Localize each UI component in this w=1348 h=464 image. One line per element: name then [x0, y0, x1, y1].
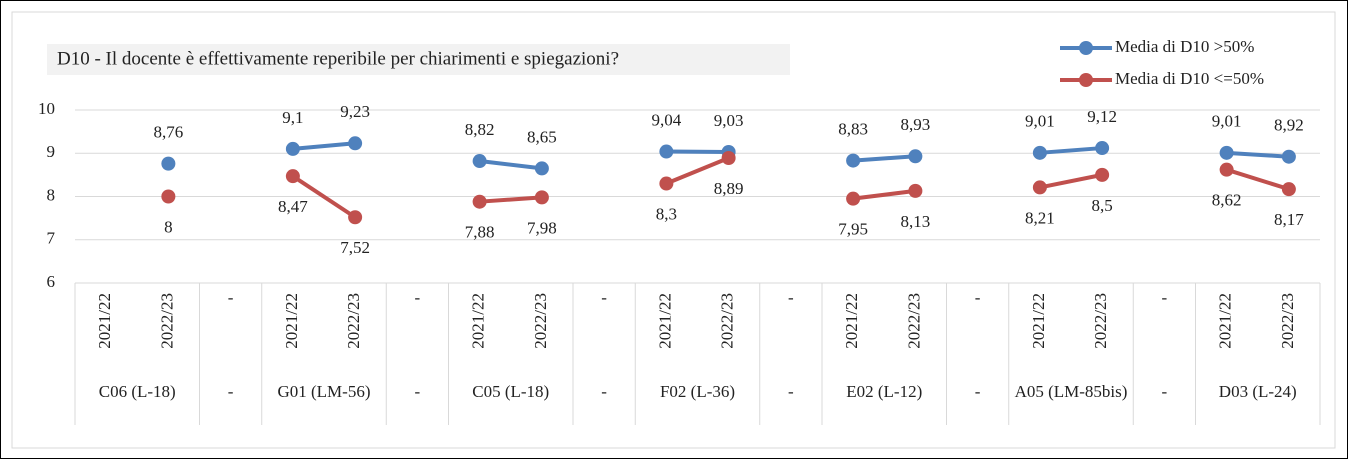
point	[161, 157, 175, 171]
data-label: 8,82	[465, 120, 495, 139]
group-label: C05 (L-18)	[472, 382, 549, 401]
group-label: D03 (L-24)	[1219, 382, 1297, 401]
x-tick-label: -	[1162, 288, 1168, 307]
point	[286, 169, 300, 183]
data-label: 9,12	[1087, 107, 1117, 126]
point	[473, 195, 487, 209]
data-label: 8,47	[278, 197, 308, 216]
data-label: 9,1	[282, 108, 303, 127]
data-label: 9,23	[340, 102, 370, 121]
point	[1282, 182, 1296, 196]
point	[1033, 146, 1047, 160]
group-label: F02 (L-36)	[660, 382, 735, 401]
data-label: 8,3	[656, 204, 677, 223]
x-tick-label: 2021/22	[842, 293, 861, 349]
x-tick-label: 2021/22	[282, 293, 301, 349]
x-tick-label: 2021/22	[469, 293, 488, 349]
point	[535, 190, 549, 204]
y-tick-label: 6	[47, 272, 56, 291]
data-label: 9,01	[1025, 112, 1055, 131]
x-tick-label: -	[601, 288, 607, 307]
group-label: A05 (LM-85bis)	[1015, 382, 1128, 401]
group-label: -	[601, 382, 607, 401]
group-label: C06 (L-18)	[99, 382, 176, 401]
point	[1220, 163, 1234, 177]
data-label: 8,13	[901, 212, 931, 231]
point	[908, 149, 922, 163]
point	[1282, 150, 1296, 164]
data-label: 9,03	[714, 111, 744, 130]
group-label: -	[415, 382, 421, 401]
point	[348, 210, 362, 224]
point	[846, 154, 860, 168]
x-tick-label: -	[975, 288, 981, 307]
group-label: -	[1162, 382, 1168, 401]
legend-label: Media di D10 <=50%	[1115, 69, 1264, 88]
data-label: 8,62	[1212, 191, 1242, 210]
y-tick-label: 8	[47, 185, 56, 204]
x-tick-label: 2022/23	[531, 293, 550, 349]
x-tick-label: -	[415, 288, 421, 307]
data-label: 8,21	[1025, 208, 1055, 227]
point	[846, 192, 860, 206]
data-label: 8	[164, 217, 173, 236]
point	[473, 154, 487, 168]
group-label: -	[975, 382, 981, 401]
x-tick-label: 2022/23	[344, 293, 363, 349]
x-tick-label: -	[228, 288, 234, 307]
chart-title: D10 - Il docente è effettivamente reperi…	[57, 48, 619, 69]
data-label: 8,76	[154, 123, 184, 142]
point	[1095, 141, 1109, 155]
point	[1033, 180, 1047, 194]
x-tick-label: 2021/22	[1216, 293, 1235, 349]
data-label: 8,89	[714, 179, 744, 198]
data-label: 8,83	[838, 120, 868, 139]
group-label: E02 (L-12)	[846, 382, 922, 401]
group-label: -	[228, 382, 234, 401]
group-label: G01 (LM-56)	[277, 382, 370, 401]
y-tick-label: 7	[47, 229, 56, 248]
x-tick-label: 2022/23	[1091, 293, 1110, 349]
legend-marker	[1079, 73, 1093, 87]
legend-marker	[1079, 41, 1093, 55]
x-tick-label: 2022/23	[157, 293, 176, 349]
data-label: 8,92	[1274, 116, 1304, 135]
data-label: 8,93	[901, 115, 931, 134]
x-tick-label: 2021/22	[1029, 293, 1048, 349]
point	[535, 161, 549, 175]
x-tick-label: 2022/23	[1278, 293, 1297, 349]
point	[659, 145, 673, 159]
point	[1220, 146, 1234, 160]
x-tick-label: 2021/22	[95, 293, 114, 349]
data-label: 7,98	[527, 218, 557, 237]
data-label: 8,17	[1274, 210, 1304, 229]
data-label: 9,01	[1212, 112, 1242, 131]
data-label: 8,65	[527, 127, 557, 146]
x-tick-label: 2021/22	[655, 293, 674, 349]
y-tick-label: 9	[47, 142, 56, 161]
data-label: 9,04	[652, 110, 682, 129]
x-tick-label: -	[788, 288, 794, 307]
y-tick-label: 10	[38, 99, 55, 118]
point	[348, 136, 362, 150]
point	[659, 177, 673, 191]
group-label: -	[788, 382, 794, 401]
legend-label: Media di D10 >50%	[1115, 37, 1254, 56]
point	[1095, 168, 1109, 182]
point	[161, 190, 175, 204]
x-tick-label: 2022/23	[904, 293, 923, 349]
point	[908, 184, 922, 198]
x-tick-label: 2022/23	[718, 293, 737, 349]
data-label: 8,5	[1092, 196, 1113, 215]
data-label: 7,95	[838, 220, 868, 239]
data-label: 7,52	[340, 238, 370, 257]
data-label: 7,88	[465, 223, 495, 242]
point	[722, 151, 736, 165]
point	[286, 142, 300, 156]
